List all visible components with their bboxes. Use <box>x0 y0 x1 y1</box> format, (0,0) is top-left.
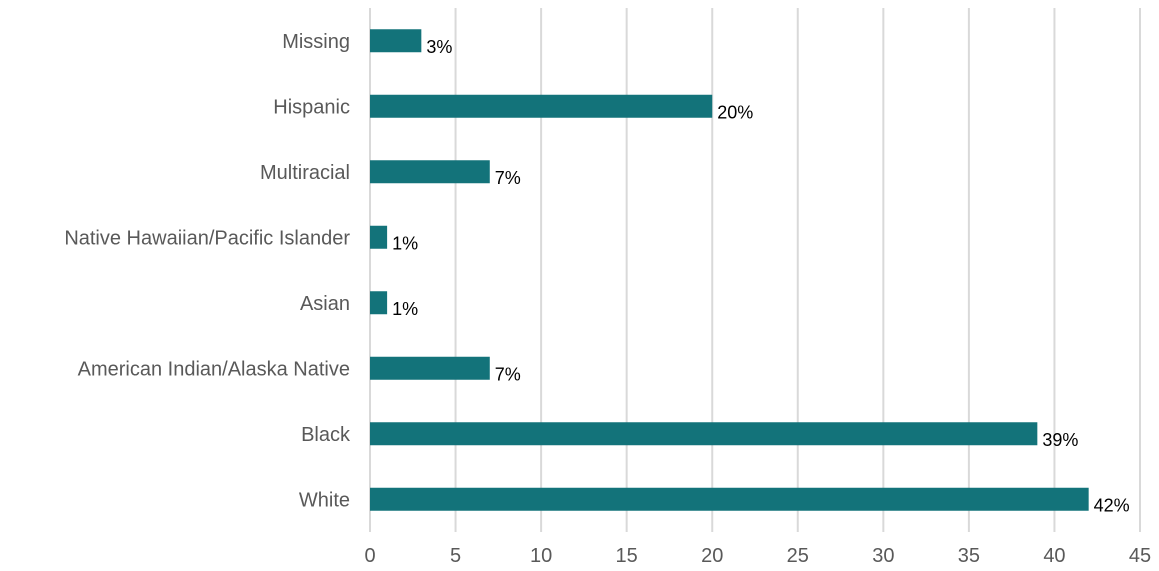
data-label: 1% <box>392 299 418 319</box>
bar <box>370 291 388 315</box>
x-tick-label: 10 <box>530 545 552 567</box>
x-axis-tick-labels: 0 5 10 15 20 25 30 35 40 45 <box>364 545 1151 567</box>
data-label: 39% <box>1042 430 1078 450</box>
data-label: 1% <box>392 233 418 253</box>
category-labels: Missing Hispanic Multiracial Native Hawaiia… <box>64 31 351 512</box>
bar <box>370 487 1089 511</box>
category-label: Black <box>301 424 351 446</box>
x-tick-label: 0 <box>364 545 375 567</box>
bar <box>370 29 422 53</box>
category-label: White <box>299 489 350 511</box>
category-label: Hispanic <box>273 96 350 118</box>
x-tick-label: 35 <box>958 545 980 567</box>
x-tick-label: 45 <box>1129 545 1151 567</box>
x-tick-label: 15 <box>616 545 638 567</box>
category-label: Missing <box>282 31 350 53</box>
data-label: 7% <box>495 168 521 188</box>
bar <box>370 356 490 380</box>
category-label: Multiracial <box>260 162 350 184</box>
bar <box>370 160 490 184</box>
data-label: 20% <box>717 102 753 122</box>
data-label: 3% <box>426 37 452 57</box>
gridlines <box>369 8 1141 532</box>
category-label: Native Hawaiian/Pacific Islander <box>64 227 350 249</box>
x-tick-label: 25 <box>787 545 809 567</box>
x-tick-label: 40 <box>1043 545 1065 567</box>
data-label: 7% <box>495 364 521 384</box>
bars <box>370 29 1089 511</box>
x-tick-label: 20 <box>701 545 723 567</box>
data-labels: 3% 20% 7% 1% 1% 7% 39% 42% <box>392 37 1130 516</box>
bar <box>370 94 713 118</box>
bar <box>370 422 1038 446</box>
category-label: American Indian/Alaska Native <box>78 358 350 380</box>
x-tick-label: 30 <box>872 545 894 567</box>
data-label: 42% <box>1094 495 1130 515</box>
category-label: Asian <box>300 293 350 315</box>
x-tick-label: 5 <box>450 545 461 567</box>
bar <box>370 225 388 249</box>
